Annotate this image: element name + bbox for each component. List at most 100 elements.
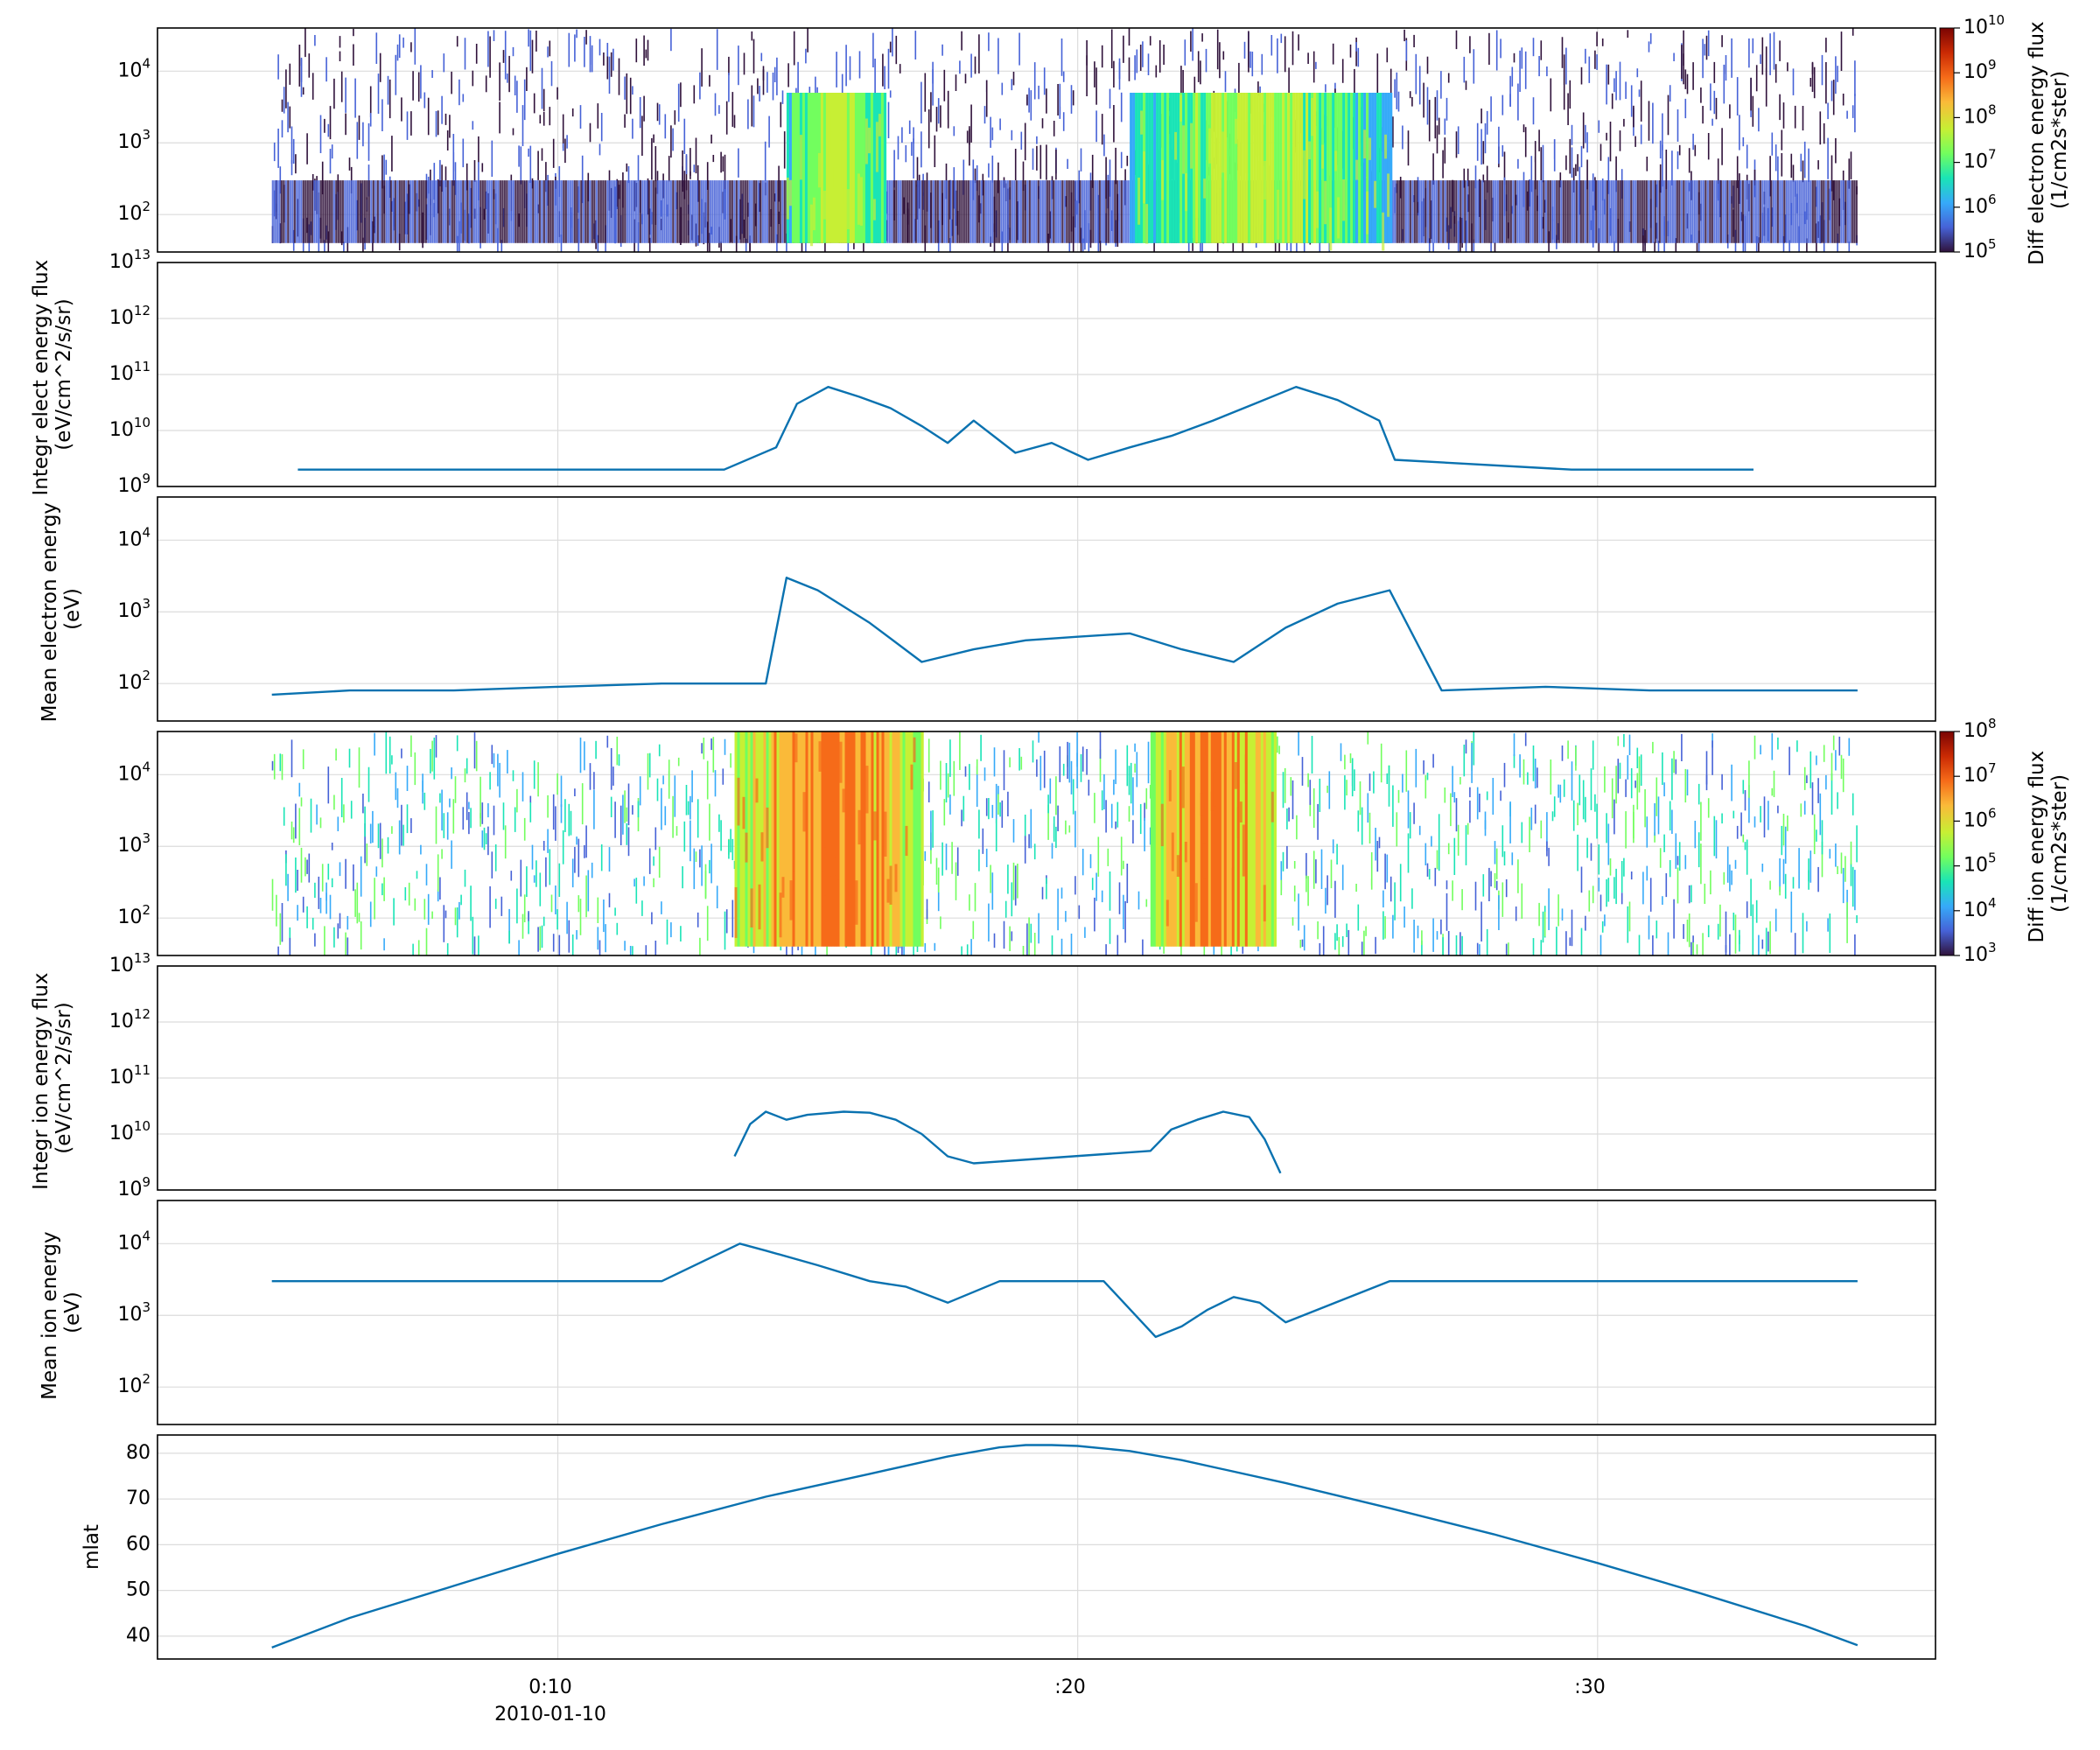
heatmap-band	[459, 180, 462, 243]
heatmap-streak	[1469, 36, 1471, 53]
heatmap-streak	[437, 889, 439, 902]
heatmap-band	[1547, 180, 1550, 243]
heatmap-hotspot	[830, 111, 835, 153]
heatmap-streak	[1020, 131, 1023, 150]
heatmap-column	[826, 732, 830, 947]
heatmap-band	[357, 180, 360, 243]
heatmap-streak	[1149, 827, 1152, 845]
heatmap-streak	[658, 846, 661, 878]
heatmap-band	[525, 180, 528, 243]
heatmap-band	[1455, 180, 1458, 243]
heatmap-streak	[1355, 884, 1357, 892]
heatmap-streak	[1854, 94, 1856, 133]
heatmap-streak	[1723, 64, 1726, 104]
heatmap-band	[306, 180, 309, 243]
heatmap-streak	[456, 36, 458, 47]
heatmap-band	[720, 180, 723, 243]
heatmap-streak	[1601, 920, 1604, 933]
heatmap-streak	[1729, 934, 1731, 956]
heatmap-streak	[348, 158, 351, 171]
heatmap-streak	[1524, 51, 1527, 89]
heatmap-column	[838, 93, 843, 243]
heatmap-column	[920, 732, 924, 947]
heatmap-streak	[528, 29, 529, 47]
heatmap-streak	[439, 159, 441, 186]
heatmap-streak	[454, 776, 457, 803]
heatmap-band	[676, 180, 679, 243]
heatmap-hotspot	[1387, 173, 1390, 217]
heatmap-streak	[593, 772, 595, 790]
heatmap-streak	[847, 234, 850, 252]
heatmap-band	[1079, 180, 1082, 243]
heatmap-streak	[1432, 753, 1434, 768]
heatmap-hotspot	[774, 859, 777, 884]
heatmap-column	[810, 732, 814, 947]
heatmap-streak	[1667, 94, 1670, 136]
heatmap-band	[646, 180, 648, 243]
heatmap-column	[794, 732, 798, 947]
heatmap-streak	[500, 896, 503, 916]
heatmap-streak	[935, 858, 938, 885]
heatmap-streak	[699, 849, 701, 868]
heatmap-streak	[489, 772, 491, 790]
heatmap-streak	[870, 940, 872, 956]
heatmap-band	[1048, 180, 1051, 243]
heatmap-band	[313, 180, 316, 243]
heatmap-column	[868, 732, 872, 947]
heatmap-streak	[425, 928, 428, 956]
y-axis-label: Mean ion energy (eV)	[38, 1225, 84, 1400]
heatmap-streak	[764, 141, 766, 181]
heatmap-streak	[1113, 779, 1115, 795]
heatmap-band	[276, 180, 278, 243]
heatmap-streak	[1494, 242, 1496, 252]
y-axis-label-line-2: (eV)	[61, 1292, 84, 1334]
heatmap-streak	[1748, 760, 1750, 798]
heatmap-streak	[331, 144, 333, 159]
heatmap-hotspot	[1270, 791, 1274, 822]
heatmap-streak	[1099, 749, 1102, 782]
colorbar-tick-label: 103	[1964, 940, 1997, 967]
heatmap-column	[834, 732, 837, 947]
heatmap-hotspot	[881, 802, 885, 847]
heatmap-streak	[1417, 177, 1419, 216]
heatmap-hotspot	[1363, 130, 1367, 159]
heatmap-column	[902, 732, 906, 947]
heatmap-streak	[1781, 825, 1783, 856]
heatmap-hotspot	[865, 766, 869, 814]
heatmap-streak	[637, 155, 640, 181]
heatmap-band	[442, 180, 444, 243]
heatmap-band	[542, 180, 545, 243]
heatmap-streak	[289, 106, 291, 129]
heatmap-streak	[1854, 60, 1856, 96]
heatmap-band	[1564, 180, 1567, 243]
heatmap-band	[606, 180, 609, 243]
heatmap-streak	[539, 115, 542, 124]
heatmap-streak	[1001, 82, 1004, 95]
heatmap-streak	[589, 36, 592, 73]
heatmap-streak	[1582, 112, 1585, 149]
heatmap-band	[1031, 180, 1033, 243]
heatmap-streak	[654, 827, 657, 850]
y-axis-label-line-1: Mean ion energy	[38, 1231, 61, 1399]
heatmap-column	[859, 93, 864, 243]
heatmap-band	[1560, 180, 1563, 243]
heatmap-streak	[1638, 756, 1641, 793]
heatmap-streak	[1192, 238, 1194, 251]
heatmap-band	[416, 180, 418, 243]
heatmap-streak	[1103, 774, 1105, 809]
heatmap-streak	[710, 738, 712, 751]
heatmap-band	[1641, 180, 1643, 243]
heatmap-streak	[1646, 816, 1648, 848]
heatmap-streak	[1349, 44, 1352, 58]
heatmap-streak	[1404, 29, 1405, 42]
heatmap-streak	[1346, 780, 1348, 796]
heatmap-band	[704, 180, 707, 243]
heatmap-band	[506, 180, 508, 243]
heatmap-band	[1481, 180, 1484, 243]
heatmap-streak	[287, 102, 289, 133]
heatmap-streak	[382, 99, 383, 131]
heatmap-streak	[1817, 160, 1819, 170]
heatmap-streak	[1567, 93, 1569, 125]
heatmap-hotspot	[745, 832, 748, 863]
heatmap-streak	[693, 848, 696, 890]
